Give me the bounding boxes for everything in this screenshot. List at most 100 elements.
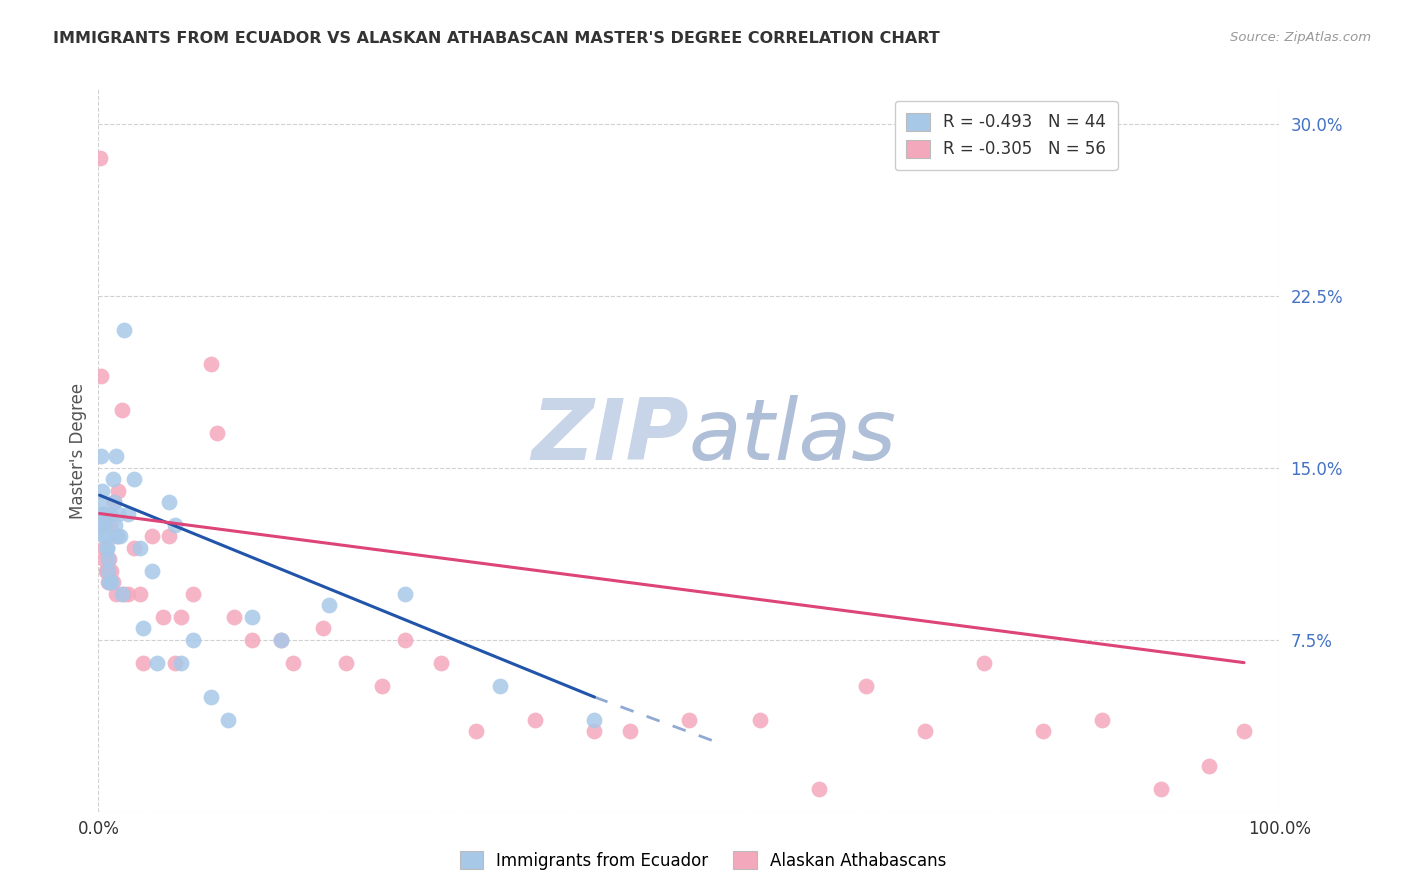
Point (170, 609, 193, 624)
Point (270, 632, 292, 647)
Y-axis label: Master's Degree: Master's Degree (69, 383, 87, 518)
Point (111, 587, 134, 601)
Point (489, 679, 512, 693)
Point (91, 483, 114, 498)
Point (97, 564, 120, 578)
Point (165, 656, 187, 670)
Point (103, 495, 125, 509)
Point (1032, 724, 1054, 739)
Point (91, 518, 114, 533)
Point (98, 518, 121, 533)
Point (1150, 781, 1173, 796)
Point (97, 564, 120, 578)
Point (270, 632, 292, 647)
Point (141, 564, 163, 578)
Point (973, 656, 995, 670)
Point (89, 151, 111, 165)
Point (94, 507, 117, 521)
Point (98, 507, 121, 521)
Point (117, 507, 139, 521)
Point (101, 472, 124, 486)
Point (748, 713, 770, 727)
Point (105, 449, 128, 463)
Point (394, 587, 416, 601)
Point (855, 679, 877, 693)
Point (89, 495, 111, 509)
Point (678, 713, 700, 727)
Point (96, 564, 118, 578)
Point (283, 656, 305, 670)
Point (90, 449, 112, 463)
Point (170, 656, 193, 670)
Point (98, 552, 121, 566)
Point (94, 564, 117, 578)
Point (807, 781, 830, 796)
Point (146, 656, 169, 670)
Point (97, 552, 120, 566)
Point (91, 507, 114, 521)
Point (117, 587, 139, 601)
Point (96, 541, 118, 555)
Point (240, 609, 263, 624)
Point (619, 724, 641, 739)
Point (111, 403, 134, 417)
Point (371, 679, 394, 693)
Text: ZIP: ZIP (531, 394, 689, 477)
Point (91, 518, 114, 533)
Point (217, 713, 239, 727)
Point (152, 609, 174, 624)
Point (112, 587, 135, 601)
Point (128, 587, 150, 601)
Point (1091, 713, 1114, 727)
Point (181, 587, 204, 601)
Point (200, 690, 222, 704)
Point (90, 368, 112, 383)
Point (132, 656, 155, 670)
Point (1233, 724, 1256, 739)
Point (91, 507, 114, 521)
Point (98, 575, 121, 590)
Point (98, 575, 121, 590)
Point (394, 632, 416, 647)
Point (97, 575, 120, 590)
Point (100, 564, 122, 578)
Point (157, 495, 180, 509)
Point (465, 724, 488, 739)
Point (122, 541, 145, 555)
Point (224, 609, 246, 624)
Legend: Immigrants from Ecuador, Alaskan Athabascans: Immigrants from Ecuador, Alaskan Athabas… (453, 845, 953, 877)
Text: IMMIGRANTS FROM ECUADOR VS ALASKAN ATHABASCAN MASTER'S DEGREE CORRELATION CHART: IMMIGRANTS FROM ECUADOR VS ALASKAN ATHAB… (53, 31, 941, 46)
Point (122, 472, 145, 486)
Point (112, 323, 135, 337)
Point (205, 426, 228, 441)
Point (181, 632, 204, 647)
Point (318, 599, 340, 613)
Point (93, 552, 115, 566)
Point (312, 621, 335, 635)
Point (132, 621, 155, 635)
Point (128, 541, 150, 555)
Point (165, 518, 187, 533)
Text: atlas: atlas (689, 394, 897, 477)
Point (96, 541, 118, 555)
Point (1198, 759, 1220, 773)
Point (107, 507, 129, 521)
Point (430, 656, 453, 670)
Point (524, 713, 547, 727)
Point (157, 529, 180, 543)
Point (583, 724, 606, 739)
Point (583, 713, 606, 727)
Point (240, 632, 263, 647)
Point (105, 587, 128, 601)
Point (93, 541, 115, 555)
Point (108, 529, 131, 543)
Point (104, 518, 127, 533)
Point (141, 529, 163, 543)
Point (94, 529, 117, 543)
Point (107, 483, 129, 498)
Point (335, 656, 357, 670)
Point (105, 529, 128, 543)
Point (103, 495, 125, 509)
Point (93, 518, 115, 533)
Point (101, 575, 124, 590)
